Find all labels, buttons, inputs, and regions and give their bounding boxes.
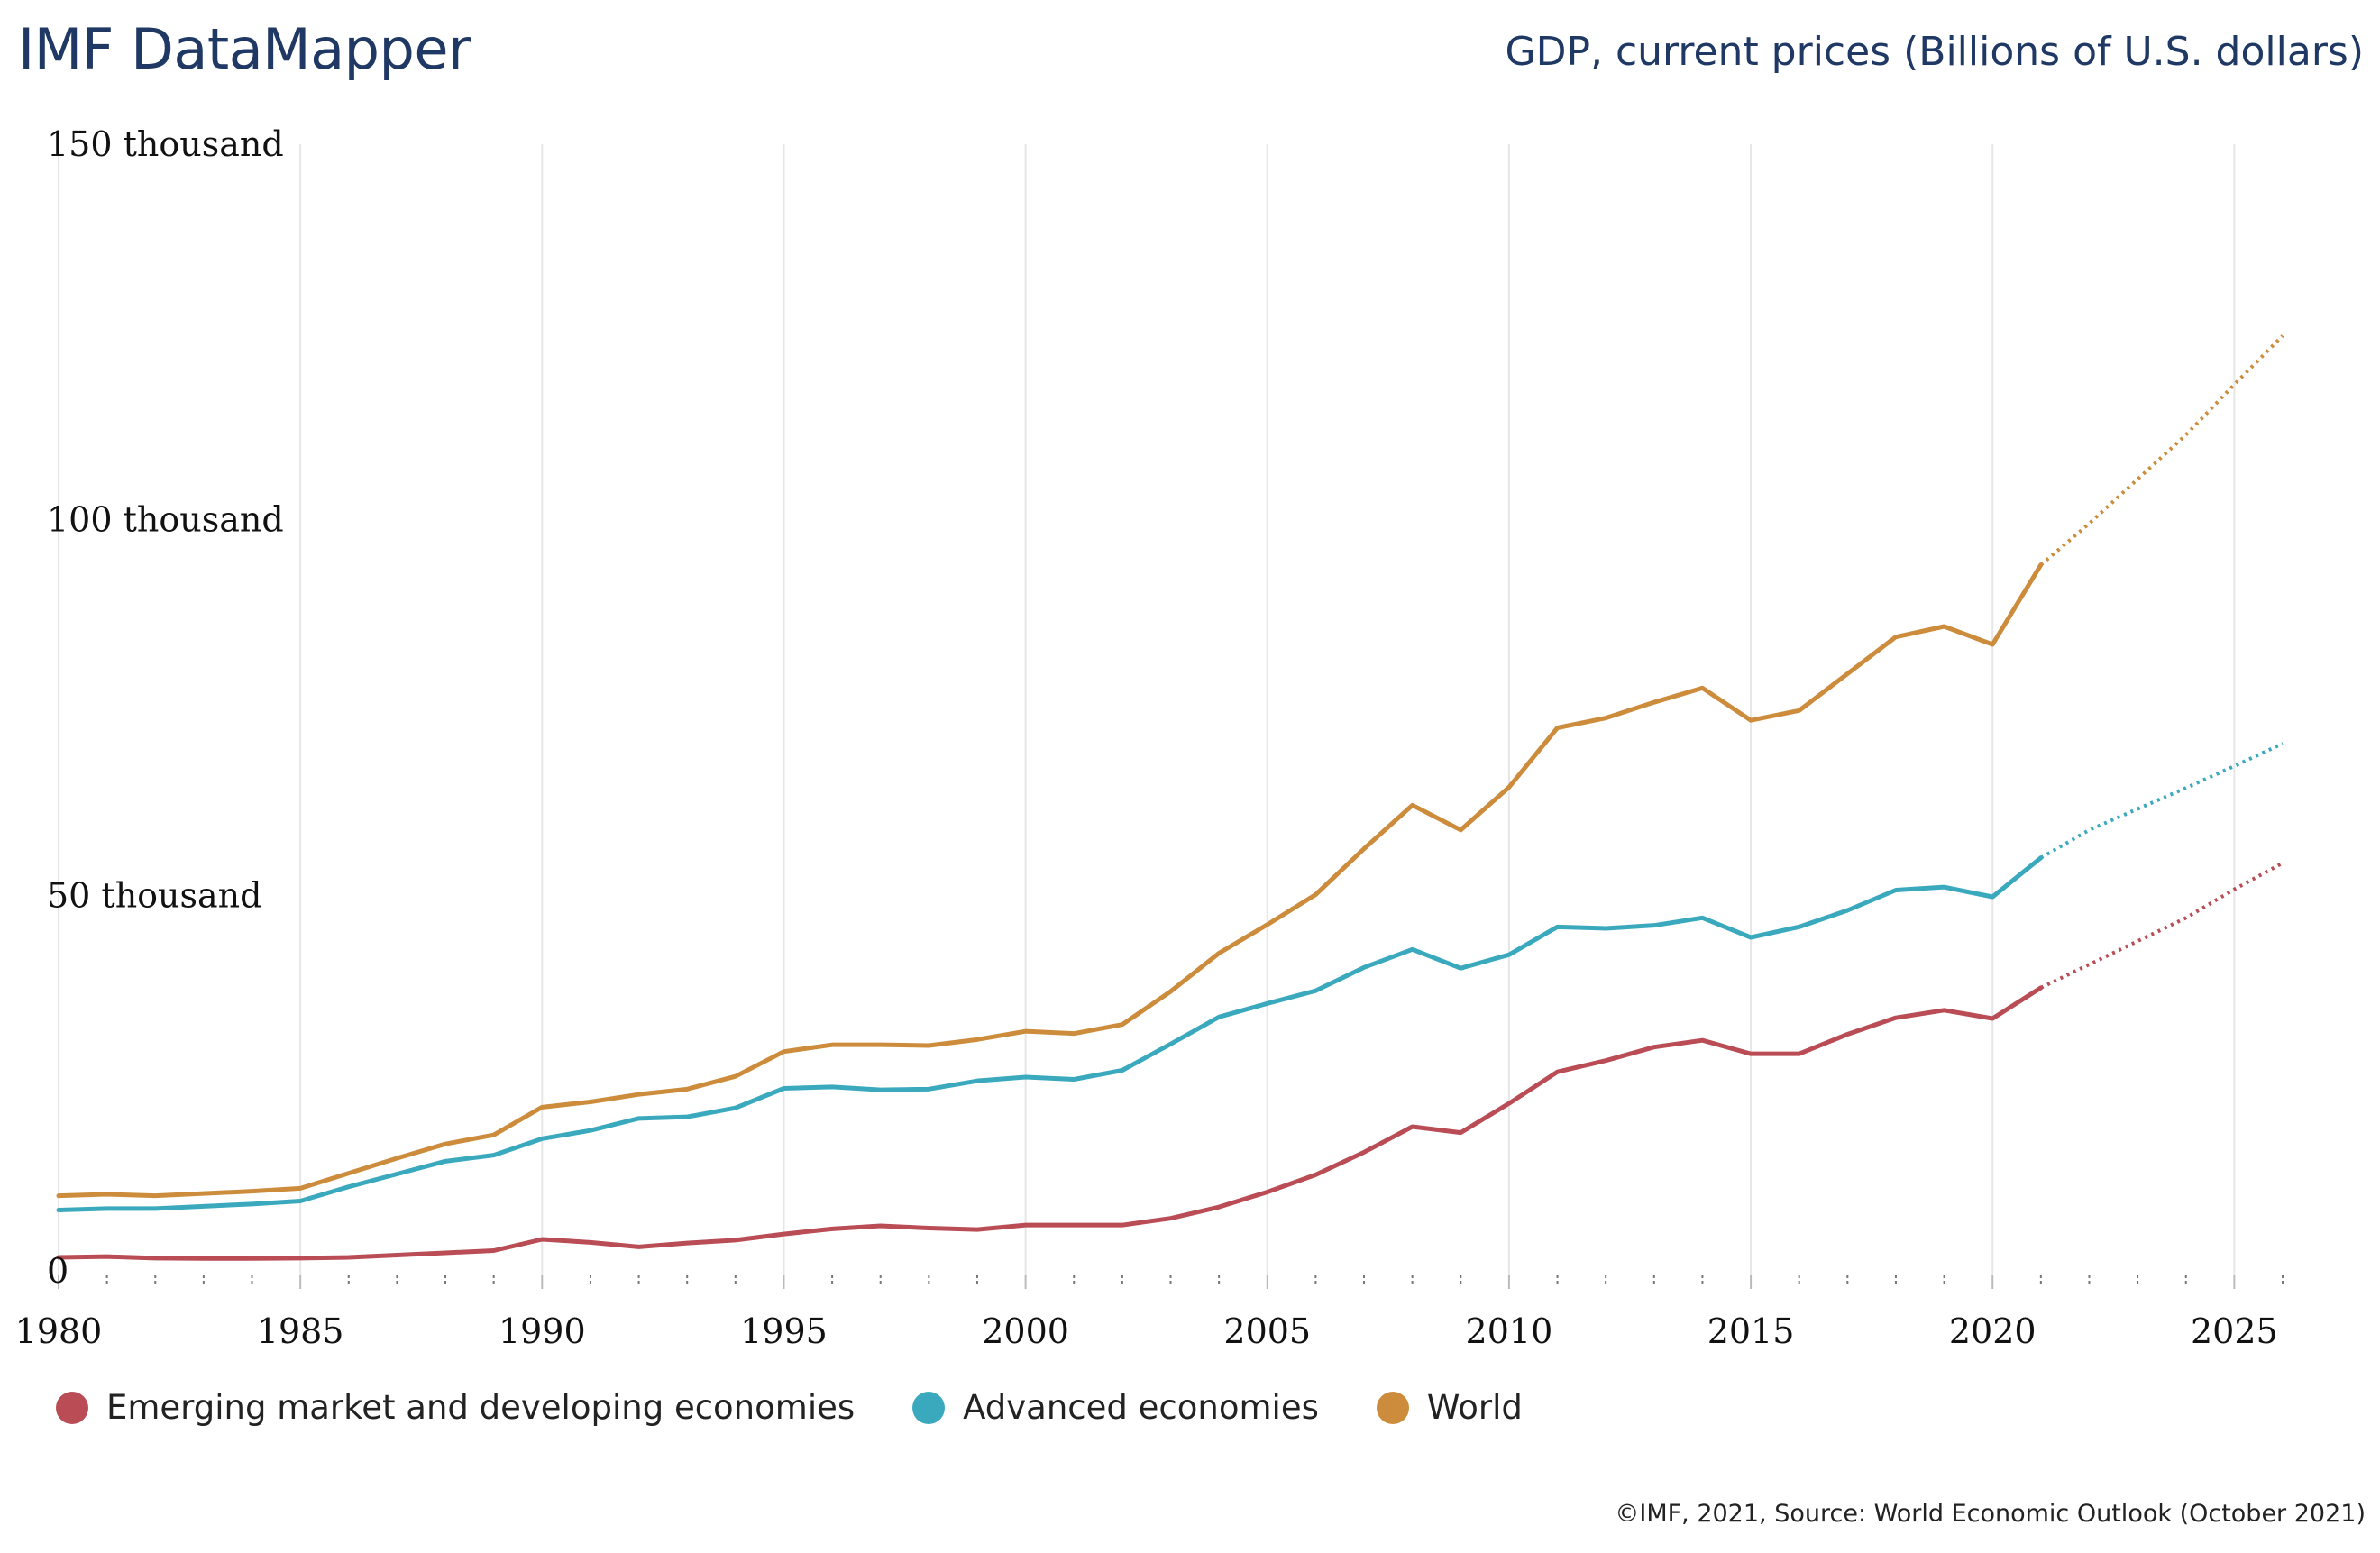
x-tick-label: 1995 <box>740 1311 828 1351</box>
legend-item-world[interactable]: World <box>1376 1388 1523 1427</box>
chart-title: GDP, current prices (Billions of U.S. do… <box>1505 29 2364 75</box>
series-projection-line-1 <box>2039 742 2284 860</box>
x-tick-label: 2020 <box>1949 1311 2037 1351</box>
series-line-1 <box>56 855 2044 1212</box>
legend-label: World <box>1426 1388 1523 1427</box>
legend-dot-icon <box>912 1391 946 1424</box>
legend-dot-icon <box>1376 1391 1409 1424</box>
series-line-0 <box>56 985 2044 1261</box>
y-tick-label: 50 thousand <box>47 875 261 915</box>
source-credit: ©IMF, 2021, Source: World Economic Outlo… <box>1615 1500 2366 1528</box>
y-tick-label: 0 <box>47 1251 69 1291</box>
y-axis-labels: 0 50 thousand 100 thousand 150 thousand <box>47 124 284 1291</box>
legend-label: Emerging market and developing economies <box>106 1388 856 1427</box>
legend-dot-icon <box>56 1391 88 1424</box>
x-axis-labels: 1980 1985 1990 1995 2000 2005 2010 2015 2020 2025 <box>15 1311 2278 1351</box>
series-projection-line-2 <box>2039 334 2284 567</box>
brand-title: IMF DataMapper <box>18 16 471 82</box>
series-lines <box>56 334 2284 1261</box>
series-line-2 <box>56 562 2044 1199</box>
legend: Emerging market and developing economies… <box>56 1388 1580 1427</box>
x-tick-label: 2005 <box>1223 1311 1311 1351</box>
x-tick-label: 1990 <box>499 1311 586 1351</box>
x-axis-ticks <box>58 1275 2284 1289</box>
grid-lines <box>58 144 2236 1275</box>
series-projection-line-0 <box>2039 861 2284 990</box>
y-tick-label: 100 thousand <box>47 500 284 540</box>
x-tick-label: 2010 <box>1466 1311 1553 1351</box>
legend-item-emerging[interactable]: Emerging market and developing economies <box>56 1388 855 1427</box>
x-tick-label: 2000 <box>982 1311 1069 1351</box>
y-tick-label: 150 thousand <box>47 124 284 164</box>
x-tick-label: 2015 <box>1707 1311 1795 1351</box>
legend-label: Advanced economies <box>963 1388 1319 1427</box>
legend-item-advanced[interactable]: Advanced economies <box>912 1388 1319 1427</box>
x-tick-label: 1980 <box>15 1311 103 1351</box>
x-tick-label: 1985 <box>257 1311 344 1351</box>
x-tick-label: 2025 <box>2191 1311 2278 1351</box>
